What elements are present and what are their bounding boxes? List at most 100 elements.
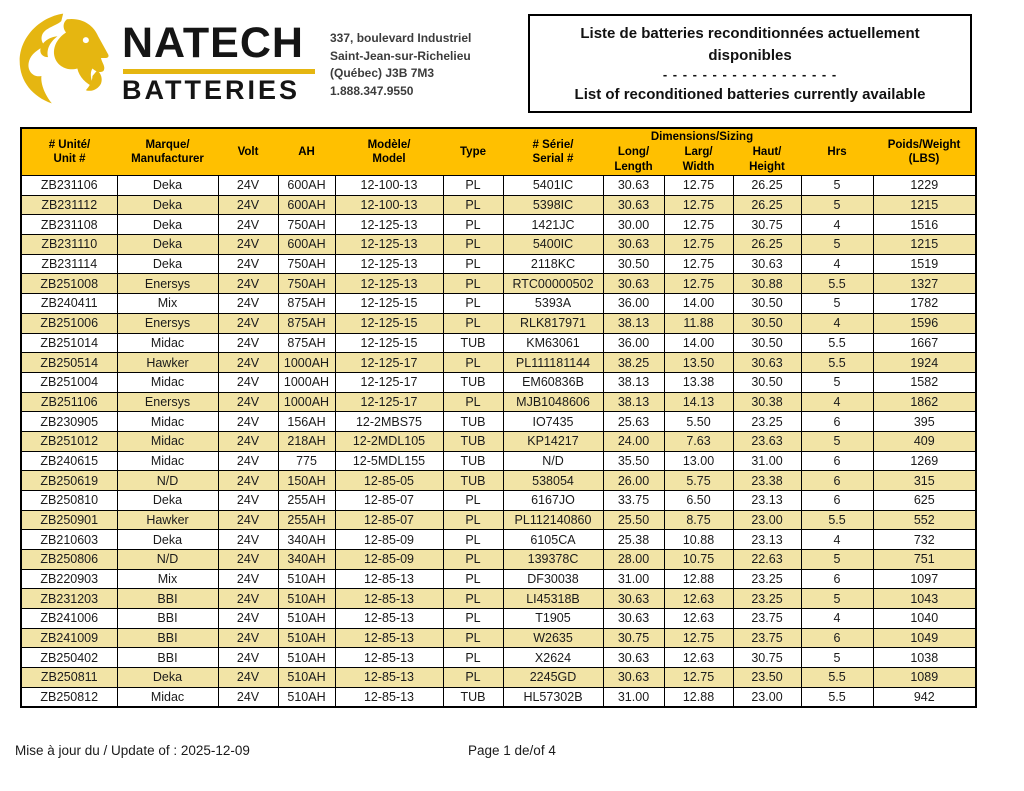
cell-unit: ZB251014: [20, 332, 118, 354]
cell-long: 38.25: [602, 352, 665, 373]
cell-larg: 11.88: [663, 312, 734, 334]
cell-volt: 24V: [217, 194, 279, 216]
cell-serial: 5393A: [502, 293, 604, 314]
cell-model: 12-125-17: [334, 391, 444, 413]
cell-model: 12-125-15: [334, 312, 444, 334]
cell-type: TUB: [442, 430, 504, 452]
cell-serial: 5398IC: [502, 194, 604, 216]
cell-type: PL: [442, 607, 504, 629]
cell-hrs: 5.5: [800, 273, 874, 295]
cell-ah: 255AH: [277, 489, 336, 511]
cell-manufacturer: Enersys: [116, 391, 219, 413]
cell-model: 12-2MDL105: [334, 430, 444, 452]
cell-hrs: 6: [800, 450, 874, 472]
cell-volt: 24V: [217, 686, 279, 708]
table-row: ZB231112 Deka 24V 600AH 12-100-13 PL 5398IC 30.…: [20, 194, 977, 216]
cell-ah: 1000AH: [277, 391, 336, 413]
cell-type: PL: [442, 568, 504, 590]
cell-long: 35.50: [602, 450, 665, 472]
table-row: ZB251106 Enersys 24V 1000AH 12-125-17 PL MJB10…: [20, 391, 977, 413]
cell-hrs: 5: [800, 548, 874, 570]
cell-weight: 1924: [872, 352, 977, 373]
cell-volt: 24V: [217, 253, 279, 275]
cell-manufacturer: Enersys: [116, 273, 219, 295]
cell-model: 12-85-09: [334, 529, 444, 550]
cell-ah: 875AH: [277, 332, 336, 354]
cell-unit: ZB240411: [20, 293, 118, 314]
cell-volt: 24V: [217, 391, 279, 413]
cell-larg: 12.75: [663, 175, 734, 196]
cell-hrs: 4: [800, 607, 874, 629]
cell-serial: KM63061: [502, 332, 604, 354]
cell-haut: 30.50: [732, 332, 802, 354]
cell-volt: 24V: [217, 273, 279, 295]
title-separator: - - - - - - - - - - - - - - - - - -: [662, 67, 838, 83]
cell-long: 25.63: [602, 411, 665, 432]
cell-haut: 30.63: [732, 352, 802, 373]
cell-hrs: 5.5: [800, 666, 874, 688]
cell-larg: 12.75: [663, 253, 734, 275]
cell-larg: 13.50: [663, 352, 734, 373]
address-line: Saint-Jean-sur-Richelieu: [330, 48, 471, 63]
cell-volt: 24V: [217, 470, 279, 491]
cell-ah: 1000AH: [277, 352, 336, 373]
cell-unit: ZB250812: [20, 686, 118, 708]
cell-ah: 750AH: [277, 273, 336, 295]
cell-unit: ZB231106: [20, 175, 118, 196]
col-header-type: Type: [443, 128, 503, 176]
cell-long: 30.63: [602, 607, 665, 629]
cell-haut: 30.63: [732, 253, 802, 275]
col-header-length: Long/ Length: [603, 144, 664, 176]
cell-ah: 510AH: [277, 588, 336, 609]
last-updated-text: Mise à jour du / Update of : 2025-12-09: [15, 743, 250, 758]
table-row: ZB251008 Enersys 24V 750AH 12-125-13 PL RTC000…: [20, 273, 977, 295]
cell-model: 12-85-13: [334, 568, 444, 590]
cell-hrs: 5.5: [800, 509, 874, 531]
cell-manufacturer: BBI: [116, 607, 219, 629]
cell-model: 12-85-13: [334, 647, 444, 668]
cell-ah: 510AH: [277, 647, 336, 668]
cell-larg: 12.75: [663, 234, 734, 255]
cell-weight: 625: [872, 489, 977, 511]
cell-type: PL: [442, 312, 504, 334]
cell-haut: 26.25: [732, 175, 802, 196]
cell-volt: 24V: [217, 175, 279, 196]
cell-long: 30.63: [602, 175, 665, 196]
cell-long: 36.00: [602, 293, 665, 314]
cell-larg: 12.75: [663, 194, 734, 216]
cell-long: 38.13: [602, 391, 665, 413]
cell-type: PL: [442, 214, 504, 236]
cell-ah: 750AH: [277, 253, 336, 275]
table-row: ZB231106 Deka 24V 600AH 12-100-13 PL 5401IC 30.…: [20, 175, 977, 196]
cell-unit: ZB231112: [20, 194, 118, 216]
cell-weight: 1043: [872, 588, 977, 609]
cell-serial: PL111181144: [502, 352, 604, 373]
cell-unit: ZB210603: [20, 529, 118, 550]
cell-haut: 30.50: [732, 371, 802, 393]
cell-type: TUB: [442, 470, 504, 491]
cell-ah: 510AH: [277, 568, 336, 590]
cell-unit: ZB250619: [20, 470, 118, 491]
cell-model: 12-100-13: [334, 194, 444, 216]
cell-hrs: 4: [800, 529, 874, 550]
cell-unit: ZB251012: [20, 430, 118, 452]
cell-long: 30.75: [602, 627, 665, 649]
cell-hrs: 4: [800, 253, 874, 275]
cell-weight: 315: [872, 470, 977, 491]
cell-haut: 22.63: [732, 548, 802, 570]
cell-manufacturer: Deka: [116, 529, 219, 550]
cell-hrs: 5: [800, 293, 874, 314]
cell-volt: 24V: [217, 234, 279, 255]
col-header-hrs: Hrs: [801, 128, 874, 176]
cell-larg: 5.75: [663, 470, 734, 491]
cell-weight: 1516: [872, 214, 977, 236]
cell-long: 38.13: [602, 312, 665, 334]
cell-unit: ZB250806: [20, 548, 118, 570]
cell-type: TUB: [442, 450, 504, 472]
cell-weight: 552: [872, 509, 977, 531]
table-row: ZB250811 Deka 24V 510AH 12-85-13 PL 2245GD 30.6…: [20, 666, 977, 688]
cell-haut: 23.38: [732, 470, 802, 491]
cell-haut: 30.75: [732, 647, 802, 668]
cell-long: 30.63: [602, 666, 665, 688]
